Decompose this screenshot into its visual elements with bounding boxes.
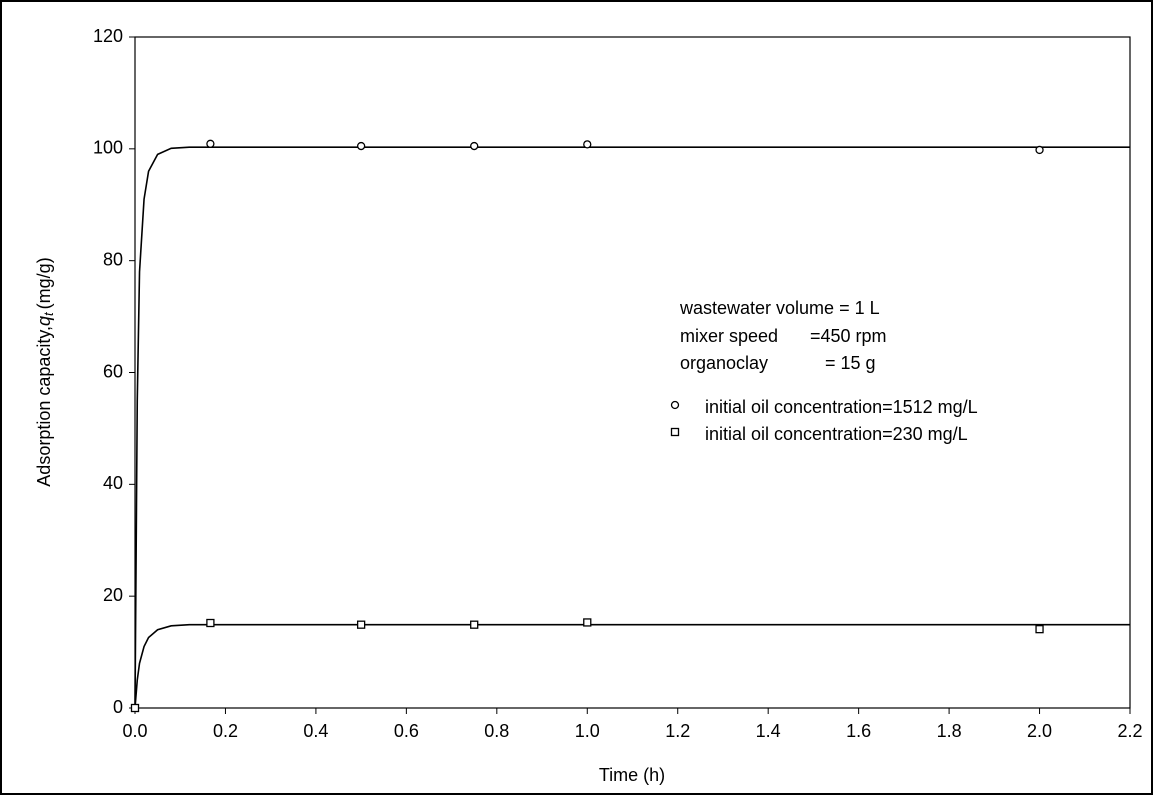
x-tick-label: 0.8 xyxy=(484,721,509,741)
marker-square xyxy=(583,618,592,627)
x-tick-label: 1.2 xyxy=(665,721,690,741)
y-tick-label: 60 xyxy=(103,361,123,381)
x-tick-label: 0.2 xyxy=(213,721,238,741)
marker-circle xyxy=(356,141,366,151)
x-tick-label: 0.4 xyxy=(303,721,328,741)
x-tick-label: 1.0 xyxy=(575,721,600,741)
fit-line xyxy=(134,146,1130,709)
annotation: organoclay xyxy=(680,353,768,373)
marker-circle xyxy=(583,140,592,149)
y-tick-label: 0 xyxy=(113,697,123,717)
x-tick-label: 1.6 xyxy=(846,721,871,741)
plot-frame xyxy=(134,36,1131,709)
annotation: wastewater volume = 1 L xyxy=(679,298,880,318)
marker-square xyxy=(1035,625,1044,634)
marker-circle xyxy=(1035,145,1044,155)
y-label-subscript: t xyxy=(41,311,56,316)
legend-label: initial oil concentration=230 mg/L xyxy=(705,424,968,444)
marker-circle xyxy=(470,141,479,151)
y-label-unit: (mg/g) xyxy=(34,257,54,309)
legend-label: initial oil concentration=1512 mg/L xyxy=(705,397,978,417)
legend-marker xyxy=(670,427,680,437)
y-tick-label: 80 xyxy=(103,249,123,269)
marker-square xyxy=(130,703,140,713)
marker-circle xyxy=(206,139,215,148)
y-axis-label: Adsorption capacity,qt (mg/g) xyxy=(34,257,57,486)
x-tick-label: 1.8 xyxy=(937,721,962,741)
annotation: = 15 g xyxy=(825,353,876,373)
y-tick-label: 100 xyxy=(93,138,123,158)
annotation: mixer speed xyxy=(680,326,778,346)
y-tick-label: 20 xyxy=(103,585,123,605)
fit-line xyxy=(134,623,1130,709)
x-tick-label: 2.0 xyxy=(1027,721,1052,741)
x-tick-label: 0.6 xyxy=(394,721,419,741)
y-tick-label: 120 xyxy=(93,26,123,46)
y-label-symbol: q xyxy=(34,316,54,326)
x-tick-label: 1.4 xyxy=(756,721,781,741)
marker-square xyxy=(206,618,215,628)
legend-marker xyxy=(670,400,680,410)
x-axis-label: Time (h) xyxy=(599,765,665,785)
annotation: =450 rpm xyxy=(810,326,887,346)
x-tick-label: 2.2 xyxy=(1117,721,1142,741)
marker-square xyxy=(356,620,366,629)
x-tick-label: 0.0 xyxy=(122,721,147,741)
y-label-prefix: Adsorption capacity, xyxy=(34,326,54,487)
y-tick-label: 40 xyxy=(103,473,123,493)
marker-square xyxy=(470,620,479,629)
